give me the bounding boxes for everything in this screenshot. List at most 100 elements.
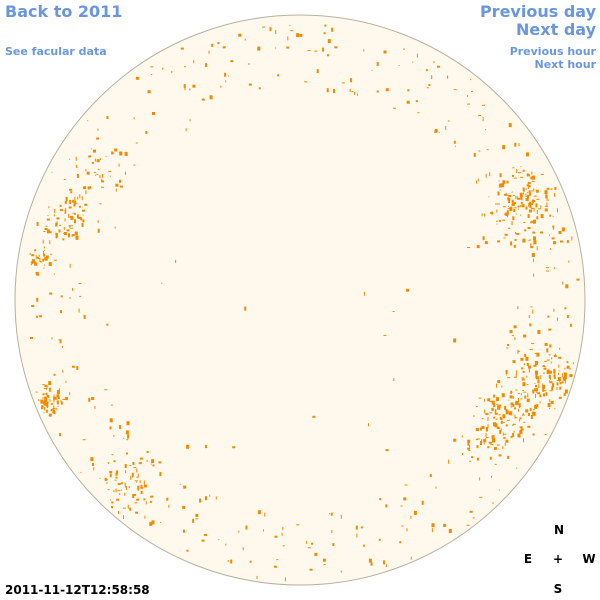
facula <box>311 542 314 545</box>
facula <box>166 497 169 501</box>
facula <box>152 112 155 115</box>
facula <box>520 205 522 208</box>
facula <box>225 80 227 83</box>
facula <box>492 502 494 505</box>
facula <box>530 221 532 224</box>
facula <box>478 397 482 399</box>
facula <box>53 259 57 261</box>
facula <box>531 199 534 204</box>
facula <box>540 231 543 234</box>
facular-link[interactable]: See facular data <box>5 45 107 58</box>
facula <box>496 223 498 225</box>
facula <box>534 352 538 354</box>
facula <box>53 273 55 275</box>
facula <box>527 393 529 398</box>
facula <box>552 225 555 228</box>
facula <box>111 454 114 456</box>
facula <box>549 214 552 217</box>
facula <box>536 353 539 355</box>
facula <box>511 199 514 204</box>
facula <box>512 424 514 426</box>
facula <box>558 356 562 359</box>
facula <box>542 384 546 389</box>
facula <box>553 376 556 379</box>
facula <box>530 415 533 419</box>
facula <box>477 178 479 182</box>
facula <box>512 433 515 437</box>
facula <box>529 206 533 208</box>
facula <box>211 43 214 47</box>
facula <box>104 477 107 481</box>
facula <box>517 349 519 354</box>
facula <box>497 380 501 384</box>
facula <box>34 249 37 252</box>
facula <box>486 429 488 432</box>
facula <box>478 115 482 116</box>
facula <box>59 204 62 207</box>
facula <box>115 476 118 479</box>
facula <box>128 486 130 489</box>
previous-hour-link[interactable]: Previous hour <box>509 45 596 58</box>
facula <box>208 50 210 54</box>
facula <box>513 209 516 212</box>
facula <box>80 471 82 473</box>
facula <box>528 204 532 207</box>
facula <box>40 261 42 263</box>
facula <box>528 185 531 188</box>
facula <box>56 221 58 226</box>
facula <box>507 205 509 207</box>
previous-day-link[interactable]: Previous day <box>479 2 596 21</box>
facula <box>533 273 535 277</box>
facula <box>50 409 54 412</box>
facula <box>306 540 308 544</box>
facula <box>435 486 437 489</box>
facula <box>530 176 534 180</box>
facula <box>53 214 55 217</box>
facula <box>525 195 529 197</box>
facula <box>559 380 561 383</box>
facula <box>189 88 191 91</box>
facula <box>86 171 90 175</box>
next-hour-link[interactable]: Next hour <box>534 58 597 71</box>
facula <box>576 278 580 281</box>
facula <box>504 233 508 236</box>
facula <box>134 480 138 482</box>
facula <box>533 207 535 212</box>
facula <box>558 396 562 399</box>
back-link[interactable]: Back to 2011 <box>5 2 123 21</box>
facula <box>421 500 424 505</box>
facula <box>109 426 112 430</box>
facula <box>530 243 532 248</box>
facula <box>543 372 545 374</box>
facula <box>475 428 479 431</box>
facula <box>38 399 40 402</box>
facula <box>329 513 331 515</box>
facula <box>558 231 562 234</box>
facula <box>539 401 541 404</box>
facula <box>209 494 211 497</box>
facula <box>238 33 242 37</box>
facula <box>218 539 220 541</box>
facula <box>551 357 553 360</box>
facula <box>498 454 502 457</box>
facula <box>501 393 505 398</box>
facula <box>112 152 115 154</box>
facula <box>529 323 532 327</box>
facula <box>65 380 67 383</box>
facula <box>520 166 522 168</box>
facula <box>526 400 530 402</box>
facula <box>96 137 100 140</box>
facula <box>512 404 515 407</box>
facula <box>549 380 550 382</box>
facula <box>72 199 75 203</box>
facula <box>201 539 205 542</box>
next-day-link[interactable]: Next day <box>516 20 596 39</box>
facula <box>48 381 52 386</box>
facula <box>31 259 35 264</box>
facula <box>46 229 50 234</box>
facula <box>496 220 498 222</box>
facula <box>322 47 325 52</box>
facula <box>549 381 553 384</box>
facula <box>472 415 475 417</box>
facula <box>531 220 534 223</box>
